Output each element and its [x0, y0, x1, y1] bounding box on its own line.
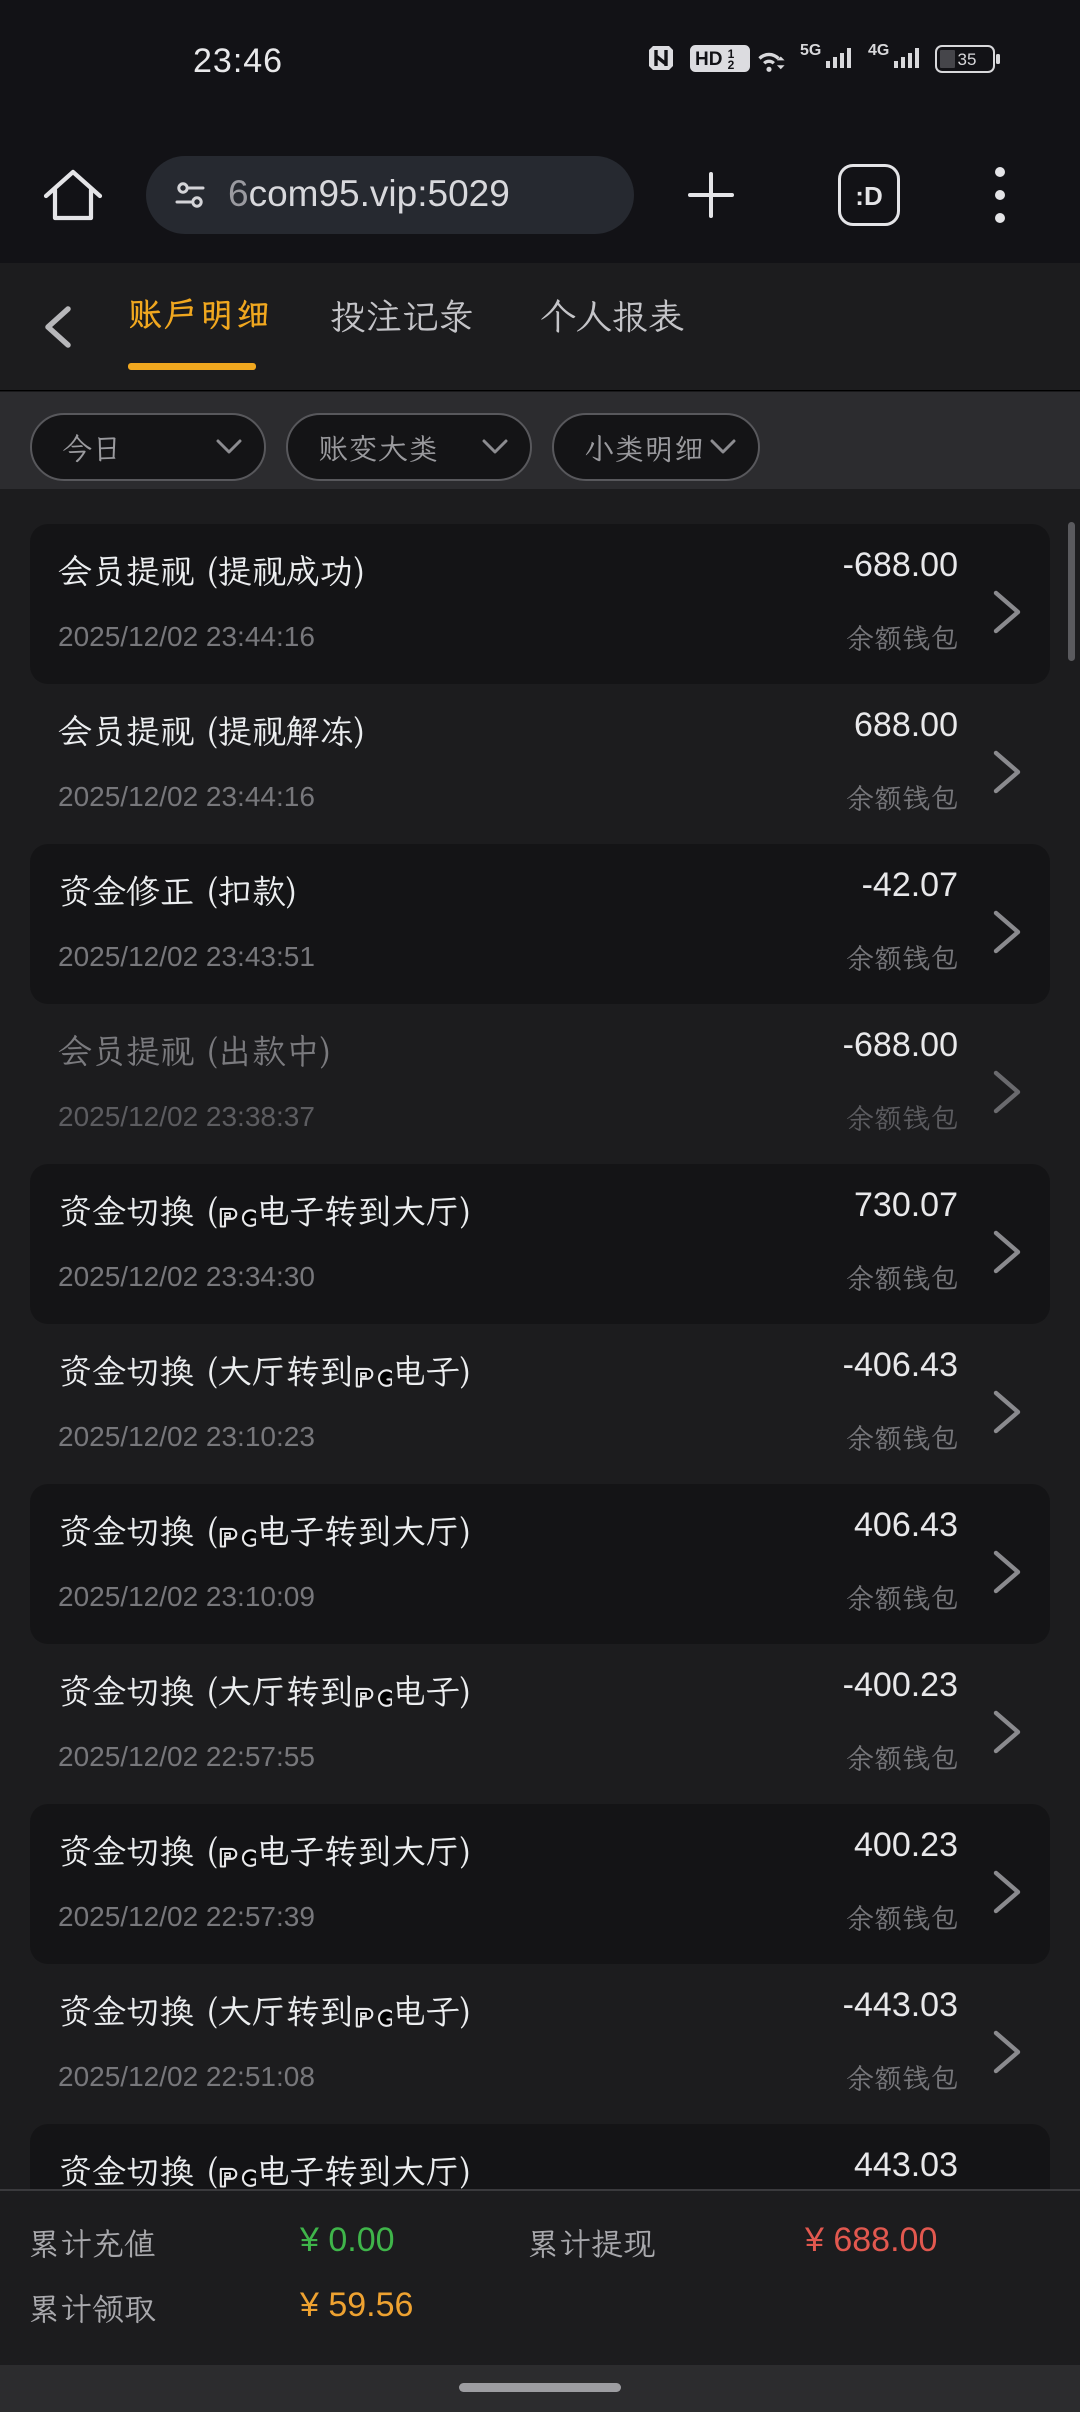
svg-text:2: 2	[728, 58, 735, 72]
svg-text:35: 35	[958, 50, 977, 69]
svg-text:HD: HD	[695, 49, 722, 70]
